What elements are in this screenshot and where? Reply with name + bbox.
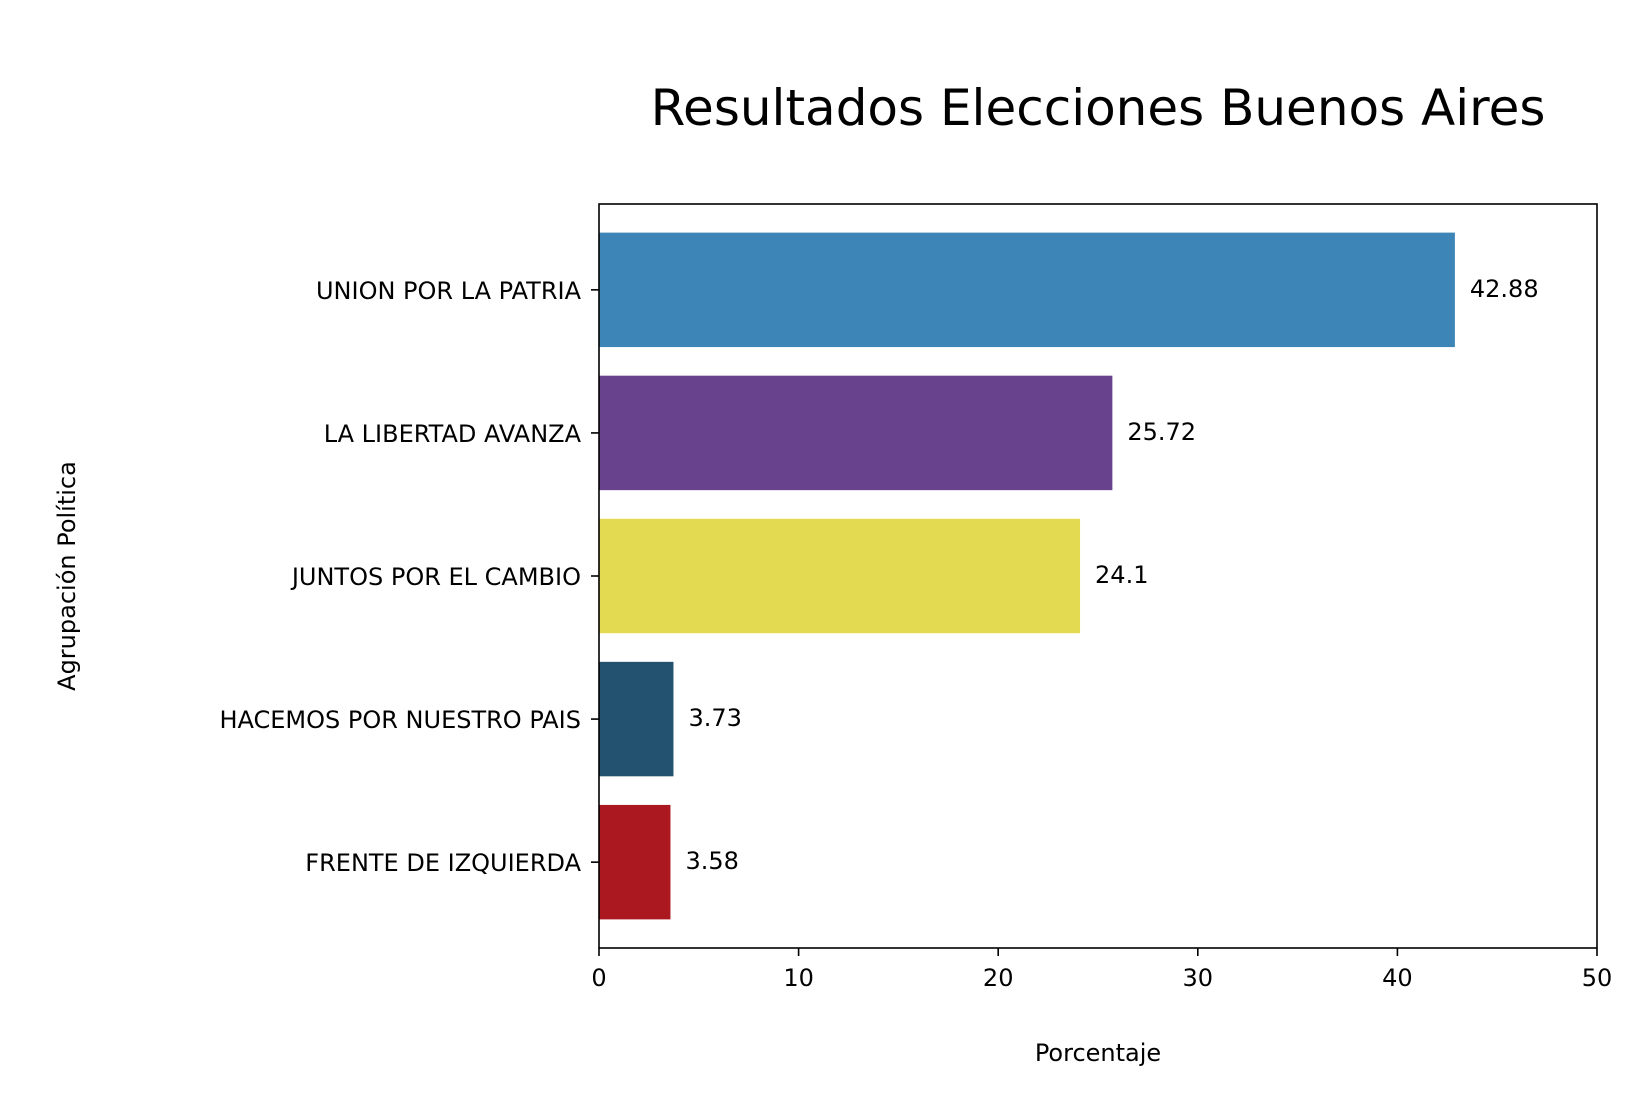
x-tick-label-0: 0 [591, 964, 606, 992]
bar-0 [599, 232, 1455, 348]
y-axis-ticks: UNION POR LA PATRIA LA LIBERTAD AVANZA JUN… [219, 277, 599, 877]
y-tick-label-1: LA LIBERTAD AVANZA [324, 420, 582, 448]
bar-3 [599, 661, 674, 777]
x-tick-label-3: 30 [1183, 964, 1214, 992]
x-tick-label-4: 40 [1382, 964, 1413, 992]
y-axis-label: Agrupación Política [53, 461, 81, 691]
y-tick-label-4: FRENTE DE IZQUIERDA [305, 849, 581, 877]
chart-title: Resultados Elecciones Buenos Aires [651, 79, 1546, 137]
data-label-0: 42.88 [1470, 275, 1539, 303]
plot-frame [598, 203, 1598, 949]
x-axis-ticks: 0 10 20 30 40 50 [591, 948, 1612, 992]
data-label-2: 24.1 [1095, 561, 1148, 589]
bar-1 [599, 375, 1113, 491]
x-tick-label-2: 20 [983, 964, 1014, 992]
x-axis-label: Porcentaje [1035, 1039, 1161, 1067]
bar-2 [599, 518, 1081, 634]
x-tick-label-1: 10 [783, 964, 814, 992]
data-label-4: 3.58 [685, 847, 738, 875]
data-label-3: 3.73 [688, 704, 741, 732]
bar-4 [599, 804, 671, 920]
y-tick-label-3: HACEMOS POR NUESTRO PAIS [219, 706, 581, 734]
y-tick-label-2: JUNTOS POR EL CAMBIO [290, 563, 581, 591]
y-tick-label-0: UNION POR LA PATRIA [316, 277, 582, 305]
data-labels-layer: 42.88 25.72 24.1 3.73 3.58 [685, 275, 1538, 875]
data-label-1: 25.72 [1127, 418, 1196, 446]
x-tick-label-5: 50 [1582, 964, 1613, 992]
bars-layer [599, 232, 1455, 920]
